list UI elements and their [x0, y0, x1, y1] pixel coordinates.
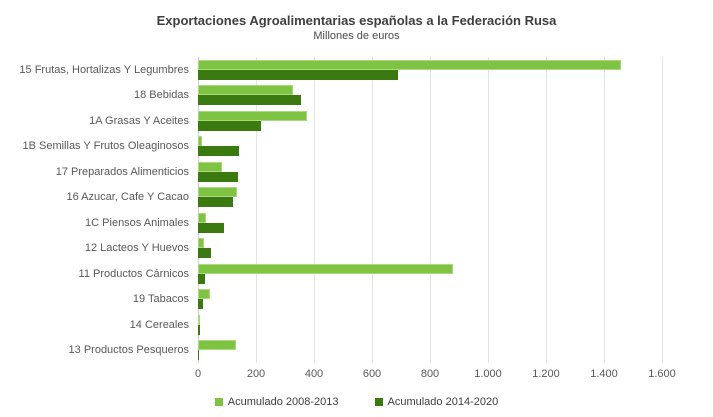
- category-label: 1C Piensos Animales: [85, 216, 189, 229]
- category-row: 1C Piensos Animales: [0, 210, 713, 236]
- category-label: 11 Productos Cárnicos: [78, 267, 189, 280]
- bar-acumulado-2008-2013: [198, 340, 237, 351]
- bar-group: [198, 340, 662, 361]
- bar-group: [198, 289, 662, 310]
- bar-acumulado-2008-2013: [198, 187, 237, 198]
- bar-group: [198, 187, 662, 208]
- category-label: 15 Frutas, Hortalizas Y Legumbres: [19, 63, 189, 76]
- gridlines: [198, 57, 663, 363]
- bar-acumulado-2008-2013: [198, 110, 307, 121]
- chart-title: Exportaciones Agroalimentarias españolas…: [156, 13, 557, 28]
- category-row: 12 Lacteos Y Huevos: [0, 236, 713, 262]
- category-label: 14 Cereales: [129, 318, 189, 331]
- x-tick-label: 0: [194, 368, 202, 380]
- bar-acumulado-2014-2020: [198, 222, 225, 233]
- bar-acumulado-2008-2013: [198, 314, 200, 325]
- bar-acumulado-2014-2020: [198, 273, 205, 284]
- bar-group: [198, 110, 662, 131]
- category-label: 1A Grasas Y Aceites: [89, 114, 189, 127]
- bar-group: [198, 59, 662, 80]
- bar-acumulado-2008-2013: [198, 289, 211, 300]
- bar-group: [198, 212, 662, 233]
- legend-marker-icon: [374, 398, 383, 406]
- category-row: 15 Frutas, Hortalizas Y Legumbres: [0, 57, 713, 83]
- bar-group: [198, 136, 662, 157]
- gridline: [662, 57, 663, 363]
- category-row: 11 Productos Cárnicos: [0, 261, 713, 287]
- category-row: 16 Azucar, Cafe Y Cacao: [0, 185, 713, 211]
- bar-acumulado-2014-2020: [198, 324, 201, 335]
- category-label: 19 Tabacos: [132, 293, 189, 306]
- bar-acumulado-2008-2013: [198, 238, 205, 249]
- bar-group: [198, 314, 662, 335]
- legend-label: Acumulado 2014-2020: [387, 396, 499, 408]
- category-label: 13 Productos Pesqueros: [68, 344, 189, 357]
- legend: Acumulado 2008-2013 Acumulado 2014-2020: [0, 396, 713, 408]
- legend-marker-icon: [214, 398, 223, 406]
- bar-group: [198, 263, 662, 284]
- legend-item: Acumulado 2014-2020: [374, 396, 499, 408]
- bar-acumulado-2014-2020: [198, 299, 204, 310]
- category-rows: 15 Frutas, Hortalizas Y Legumbres 18 Bebi…: [0, 57, 713, 363]
- category-row: 19 Tabacos: [0, 287, 713, 313]
- bar-acumulado-2014-2020: [198, 197, 234, 208]
- category-label: 12 Lacteos Y Huevos: [84, 242, 189, 255]
- x-tick-label: 1.200: [532, 368, 560, 380]
- x-axis: 0 200 400 600 800 1.000 1.200 1.400 1.600: [194, 368, 676, 382]
- bar-acumulado-2014-2020: [198, 146, 240, 157]
- category-row: 14 Cereales: [0, 312, 713, 338]
- category-label: 18 Bebidas: [133, 89, 189, 102]
- bar-acumulado-2014-2020: [198, 120, 262, 131]
- gridline: [546, 57, 547, 363]
- category-row: 13 Productos Pesqueros: [0, 338, 713, 364]
- bar-acumulado-2008-2013: [198, 59, 622, 70]
- category-row: 18 Bebidas: [0, 83, 713, 109]
- category-label: 17 Preparados Alimenticios: [55, 165, 189, 178]
- x-tick-label: 200: [246, 368, 266, 380]
- category-row: 1A Grasas Y Aceites: [0, 108, 713, 134]
- gridline: [488, 57, 489, 363]
- category-label: 1B Semillas Y Frutos Oleaginosos: [22, 140, 189, 153]
- gridline: [430, 57, 431, 363]
- bar-acumulado-2008-2013: [198, 161, 223, 172]
- bar-acumulado-2014-2020: [198, 171, 239, 182]
- chart-subtitle: Millones de euros: [313, 30, 400, 42]
- gridline: [372, 57, 373, 363]
- x-tick-label: 800: [420, 368, 440, 380]
- legend-item: Acumulado 2008-2013: [214, 396, 339, 408]
- x-tick-label: 1.400: [590, 368, 618, 380]
- bar-acumulado-2014-2020: [198, 69, 399, 80]
- x-tick-label: 1.600: [648, 368, 676, 380]
- bar-acumulado-2014-2020: [198, 248, 211, 259]
- bar-acumulado-2008-2013: [198, 85, 293, 96]
- bar-group: [198, 238, 662, 259]
- plot-area: 15 Frutas, Hortalizas Y Legumbres 18 Bebi…: [0, 57, 713, 363]
- bar-group: [198, 161, 662, 182]
- bar-group: [198, 85, 662, 106]
- bar-acumulado-2014-2020: [198, 95, 301, 106]
- x-tick-label: 400: [304, 368, 324, 380]
- legend-label: Acumulado 2008-2013: [227, 396, 339, 408]
- gridline: [604, 57, 605, 363]
- bar-acumulado-2014-2020: [198, 350, 199, 361]
- category-label: 16 Azucar, Cafe Y Cacao: [66, 191, 189, 204]
- x-tick-label: 1.000: [474, 368, 502, 380]
- category-row: 1B Semillas Y Frutos Oleaginosos: [0, 134, 713, 160]
- bar-acumulado-2008-2013: [198, 136, 202, 147]
- bar-acumulado-2008-2013: [198, 263, 453, 274]
- x-tick-label: 600: [362, 368, 382, 380]
- gridline: [256, 57, 257, 363]
- gridline: [314, 57, 315, 363]
- y-axis-line: [198, 57, 199, 363]
- bar-acumulado-2008-2013: [198, 212, 207, 223]
- category-row: 17 Preparados Alimenticios: [0, 159, 713, 185]
